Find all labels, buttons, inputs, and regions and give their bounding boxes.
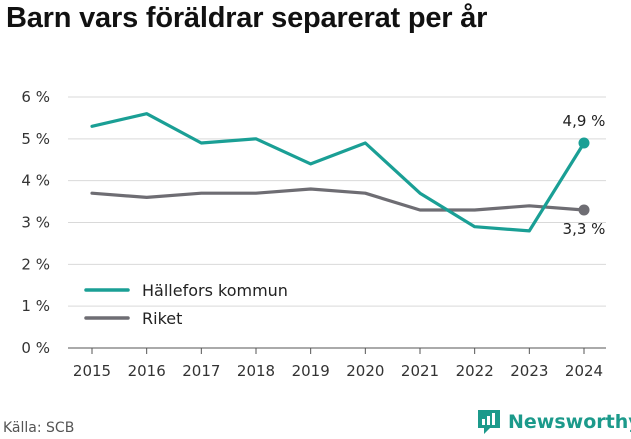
end-point-marker <box>578 137 590 149</box>
y-tick-label: 5 % <box>21 130 50 148</box>
y-tick-label: 0 % <box>21 339 50 357</box>
y-tick-label: 1 % <box>21 297 50 315</box>
x-tick-label: 2020 <box>346 362 384 380</box>
legend: Hällefors kommun Riket <box>84 281 288 328</box>
newsworthy-chart-icon <box>478 410 500 434</box>
x-tick-label: 2021 <box>401 362 439 380</box>
end-markers: 4,9 % 3,3 % <box>563 112 606 238</box>
x-tick-label: 2023 <box>510 362 548 380</box>
x-tick-label: 2024 <box>565 362 603 380</box>
y-tick-label: 3 % <box>21 214 50 232</box>
end-value-label: 4,9 % <box>563 112 606 130</box>
y-tick-label: 4 % <box>21 172 50 190</box>
series-line-riket <box>90 187 586 212</box>
brand-name: Newsworthy <box>508 411 631 433</box>
x-tick-label: 2015 <box>73 362 111 380</box>
end-point-marker <box>578 204 590 216</box>
gridlines <box>68 96 606 349</box>
x-tick-label: 2017 <box>182 362 220 380</box>
source-note: Källa: SCB <box>3 420 75 436</box>
x-axis: 2015 2016 2017 2018 2019 2020 2021 2022 2023 2024 <box>73 348 603 380</box>
x-tick-label: 2022 <box>456 362 494 380</box>
series-lines <box>90 112 586 233</box>
series-line-hällefors-kommun <box>90 112 586 233</box>
legend-label: Riket <box>142 309 182 328</box>
chart-title: Barn vars föräldrar separerat per år <box>6 2 488 34</box>
x-tick-label: 2018 <box>237 362 275 380</box>
y-tick-label: 2 % <box>21 255 50 273</box>
x-tick-label: 2016 <box>128 362 166 380</box>
brand-logo: Newsworthy <box>476 408 631 436</box>
end-value-label: 3,3 % <box>563 220 606 238</box>
y-tick-label: 6 % <box>21 88 50 106</box>
y-axis: 0 % 1 % 2 % 3 % 4 % 5 % 6 % <box>21 88 50 357</box>
x-tick-label: 2019 <box>292 362 330 380</box>
legend-label: Hällefors kommun <box>142 281 288 300</box>
